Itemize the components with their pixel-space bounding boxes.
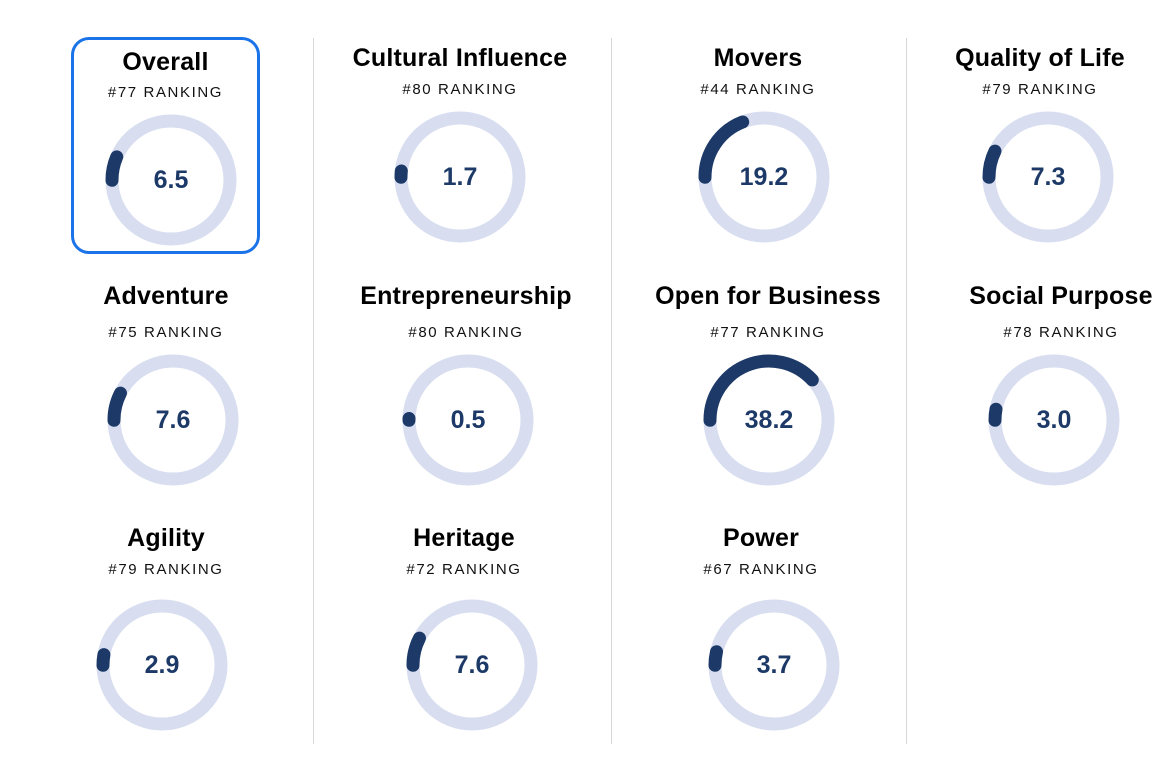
gauge-arc (406, 631, 426, 672)
gauge-arc (708, 645, 724, 672)
column-divider (906, 38, 907, 744)
metric-title: Heritage (413, 524, 515, 552)
score-value: 1.7 (442, 162, 478, 191)
metric-ranking: #80 RANKING (408, 324, 524, 341)
metric-ranking: #80 RANKING (402, 81, 518, 98)
metric-card-movers[interactable]: Movers #44 RANKING 19.2 (658, 40, 858, 260)
gauge-ring (982, 111, 1114, 243)
metric-card-social-purpose[interactable]: Social Purpose #78 RANKING 3.0 (956, 280, 1166, 500)
metric-ranking: #67 RANKING (703, 561, 819, 578)
gauge-ring (96, 599, 228, 731)
metric-card-quality-of-life[interactable]: Quality of Life #79 RANKING 7.3 (940, 40, 1140, 260)
column-divider (313, 38, 314, 744)
metric-card-agility[interactable]: Agility #79 RANKING 2.9 (66, 522, 266, 742)
gauge-arc (698, 115, 750, 184)
metric-title: Quality of Life (955, 44, 1125, 72)
score-gauge: 19.2 (694, 107, 834, 247)
gauge-ring (107, 354, 239, 486)
metric-card-open-for-business[interactable]: Open for Business #77 RANKING 38.2 (640, 280, 896, 500)
metric-title: Adventure (103, 282, 229, 310)
metric-title: Social Purpose (969, 282, 1153, 310)
score-value: 7.6 (155, 405, 191, 434)
gauge-ring (402, 354, 534, 486)
metric-title: Agility (127, 524, 205, 552)
metric-card-power[interactable]: Power #67 RANKING 3.7 (661, 522, 861, 742)
score-gauge: 3.0 (984, 350, 1124, 490)
metric-ranking: #75 RANKING (108, 324, 224, 341)
gauge-arc (703, 354, 819, 427)
gauge-ring (406, 599, 538, 731)
score-value: 19.2 (739, 162, 789, 191)
gauge-arc (96, 648, 111, 672)
metric-card-adventure[interactable]: Adventure #75 RANKING 7.6 (66, 280, 266, 500)
score-gauge: 7.3 (978, 107, 1118, 247)
metric-card-heritage[interactable]: Heritage #72 RANKING 7.6 (364, 522, 564, 742)
gauge-arc (982, 144, 1002, 184)
score-gauge: 0.5 (398, 350, 538, 490)
score-value: 2.9 (144, 650, 180, 679)
metric-title: Open for Business (655, 282, 881, 310)
metric-ranking: #44 RANKING (700, 81, 816, 98)
metric-ranking: #79 RANKING (108, 561, 224, 578)
score-gauge: 7.6 (103, 350, 243, 490)
metric-card-cultural-influence[interactable]: Cultural Influence #80 RANKING 1.7 (340, 40, 580, 260)
score-value: 7.3 (1030, 162, 1066, 191)
metric-title: Overall (122, 48, 209, 76)
gauge-ring (708, 599, 840, 731)
gauge-arc (988, 402, 1003, 427)
metric-card-entrepreneurship[interactable]: Entrepreneurship #80 RANKING 0.5 (346, 280, 586, 500)
score-gauge: 38.2 (699, 350, 839, 490)
score-gauge: 1.7 (390, 107, 530, 247)
metric-title: Entrepreneurship (360, 282, 572, 310)
metric-card-overall[interactable]: Overall #77 RANKING 6.5 (71, 37, 260, 254)
metric-ranking: #78 RANKING (1003, 324, 1119, 341)
gauge-ring (703, 354, 835, 486)
metric-title: Cultural Influence (352, 44, 568, 72)
score-value: 3.0 (1036, 405, 1072, 434)
score-value: 3.7 (756, 650, 792, 679)
gauge-ring (105, 114, 237, 246)
metric-title: Movers (713, 44, 803, 72)
column-divider (611, 38, 612, 744)
score-gauge: 2.9 (92, 595, 232, 735)
metric-ranking: #72 RANKING (406, 561, 522, 578)
score-gauge: 3.7 (704, 595, 844, 735)
gauge-arc (105, 150, 124, 187)
score-value: 0.5 (450, 405, 486, 434)
score-value: 7.6 (454, 650, 490, 679)
gauge-ring (698, 111, 830, 243)
score-value: 6.5 (153, 165, 189, 194)
gauge-arc (107, 386, 127, 427)
score-gauge: 6.5 (101, 110, 241, 250)
score-value: 38.2 (744, 405, 794, 434)
metric-ranking: #77 RANKING (107, 84, 224, 101)
metric-title: Power (722, 524, 800, 552)
metric-ranking: #77 RANKING (710, 324, 826, 341)
gauge-ring (988, 354, 1120, 486)
metric-ranking: #79 RANKING (982, 81, 1098, 98)
score-gauge: 7.6 (402, 595, 542, 735)
gauge-ring (394, 111, 526, 243)
